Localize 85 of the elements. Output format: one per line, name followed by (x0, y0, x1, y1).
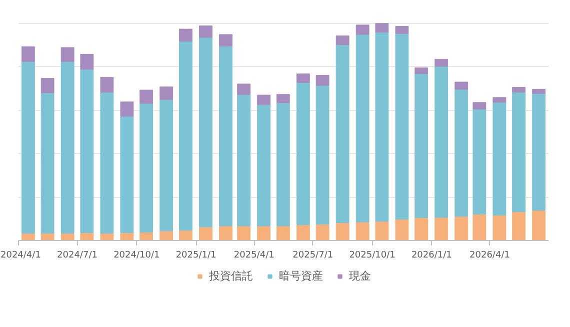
bar (512, 86, 526, 92)
bar (434, 58, 448, 67)
x-tick-label: 2026/4/1 (470, 250, 510, 260)
bar (375, 32, 389, 222)
bar (60, 47, 74, 62)
bar (21, 61, 35, 234)
bar (356, 24, 370, 35)
bar (512, 92, 526, 212)
bar (434, 66, 448, 218)
bar (454, 82, 468, 90)
bar (454, 216, 468, 240)
bar (257, 104, 271, 226)
bar (178, 230, 192, 240)
bar (296, 73, 310, 83)
x-tick-label: 2025/4/1 (234, 250, 274, 260)
bar (237, 84, 251, 95)
bar (492, 215, 506, 240)
bar (414, 67, 428, 74)
bar (160, 86, 174, 100)
bar (140, 103, 154, 232)
bar (316, 224, 330, 240)
bar (532, 210, 546, 240)
x-tick-label: 2024/10/1 (114, 250, 160, 260)
x-tick-label: 2025/7/1 (292, 250, 334, 260)
bar (395, 33, 409, 220)
bar (276, 226, 290, 240)
bar (199, 37, 212, 228)
bar (40, 78, 54, 94)
bar (80, 54, 94, 70)
bar (199, 25, 212, 38)
bar (237, 226, 251, 240)
bar (237, 94, 251, 226)
bar (375, 23, 389, 33)
bar (532, 88, 546, 94)
bar (199, 226, 212, 240)
bar (472, 214, 486, 240)
bar (316, 75, 330, 86)
bar (257, 94, 271, 105)
bar (21, 46, 35, 62)
bar (257, 226, 271, 240)
x-tick-label: 2024/7/1 (57, 250, 98, 260)
bar (395, 26, 409, 34)
bar (532, 93, 546, 211)
bar (178, 28, 192, 42)
bar (219, 46, 232, 226)
bar (160, 99, 174, 232)
bar (512, 212, 526, 240)
bar (120, 116, 134, 233)
bar (296, 82, 310, 226)
bar (276, 102, 290, 226)
bar (140, 90, 154, 104)
bar (492, 97, 506, 103)
x-tick-label: 2025/1/1 (176, 250, 216, 260)
bar (100, 76, 114, 92)
bar (276, 94, 290, 104)
bar (472, 108, 486, 214)
bar (395, 218, 409, 240)
bar (219, 34, 232, 46)
bar (336, 222, 350, 240)
bar (120, 101, 134, 117)
bar (100, 92, 114, 234)
legend-label: 現金 (349, 268, 371, 284)
bar (375, 221, 389, 240)
bar (336, 44, 350, 223)
bar (492, 102, 506, 216)
legend-label: 暗号資産 (279, 268, 323, 284)
bar (356, 222, 370, 240)
bar (296, 224, 310, 240)
bar (178, 40, 192, 231)
bar (316, 85, 330, 224)
bar (60, 61, 74, 234)
bar (434, 217, 448, 240)
bar (414, 73, 428, 218)
bar (80, 69, 94, 233)
bar (40, 92, 54, 234)
bar (414, 217, 428, 240)
bar (454, 89, 468, 217)
x-tick-label: 2025/10/1 (349, 250, 396, 260)
bar (219, 226, 232, 240)
bar (356, 34, 370, 222)
x-tick-label: 2026/1/1 (411, 250, 452, 260)
bar (472, 102, 486, 110)
bar (336, 35, 350, 46)
x-tick-label: 2024/4/1 (0, 250, 41, 260)
legend-label: 投資信託 (209, 268, 253, 284)
